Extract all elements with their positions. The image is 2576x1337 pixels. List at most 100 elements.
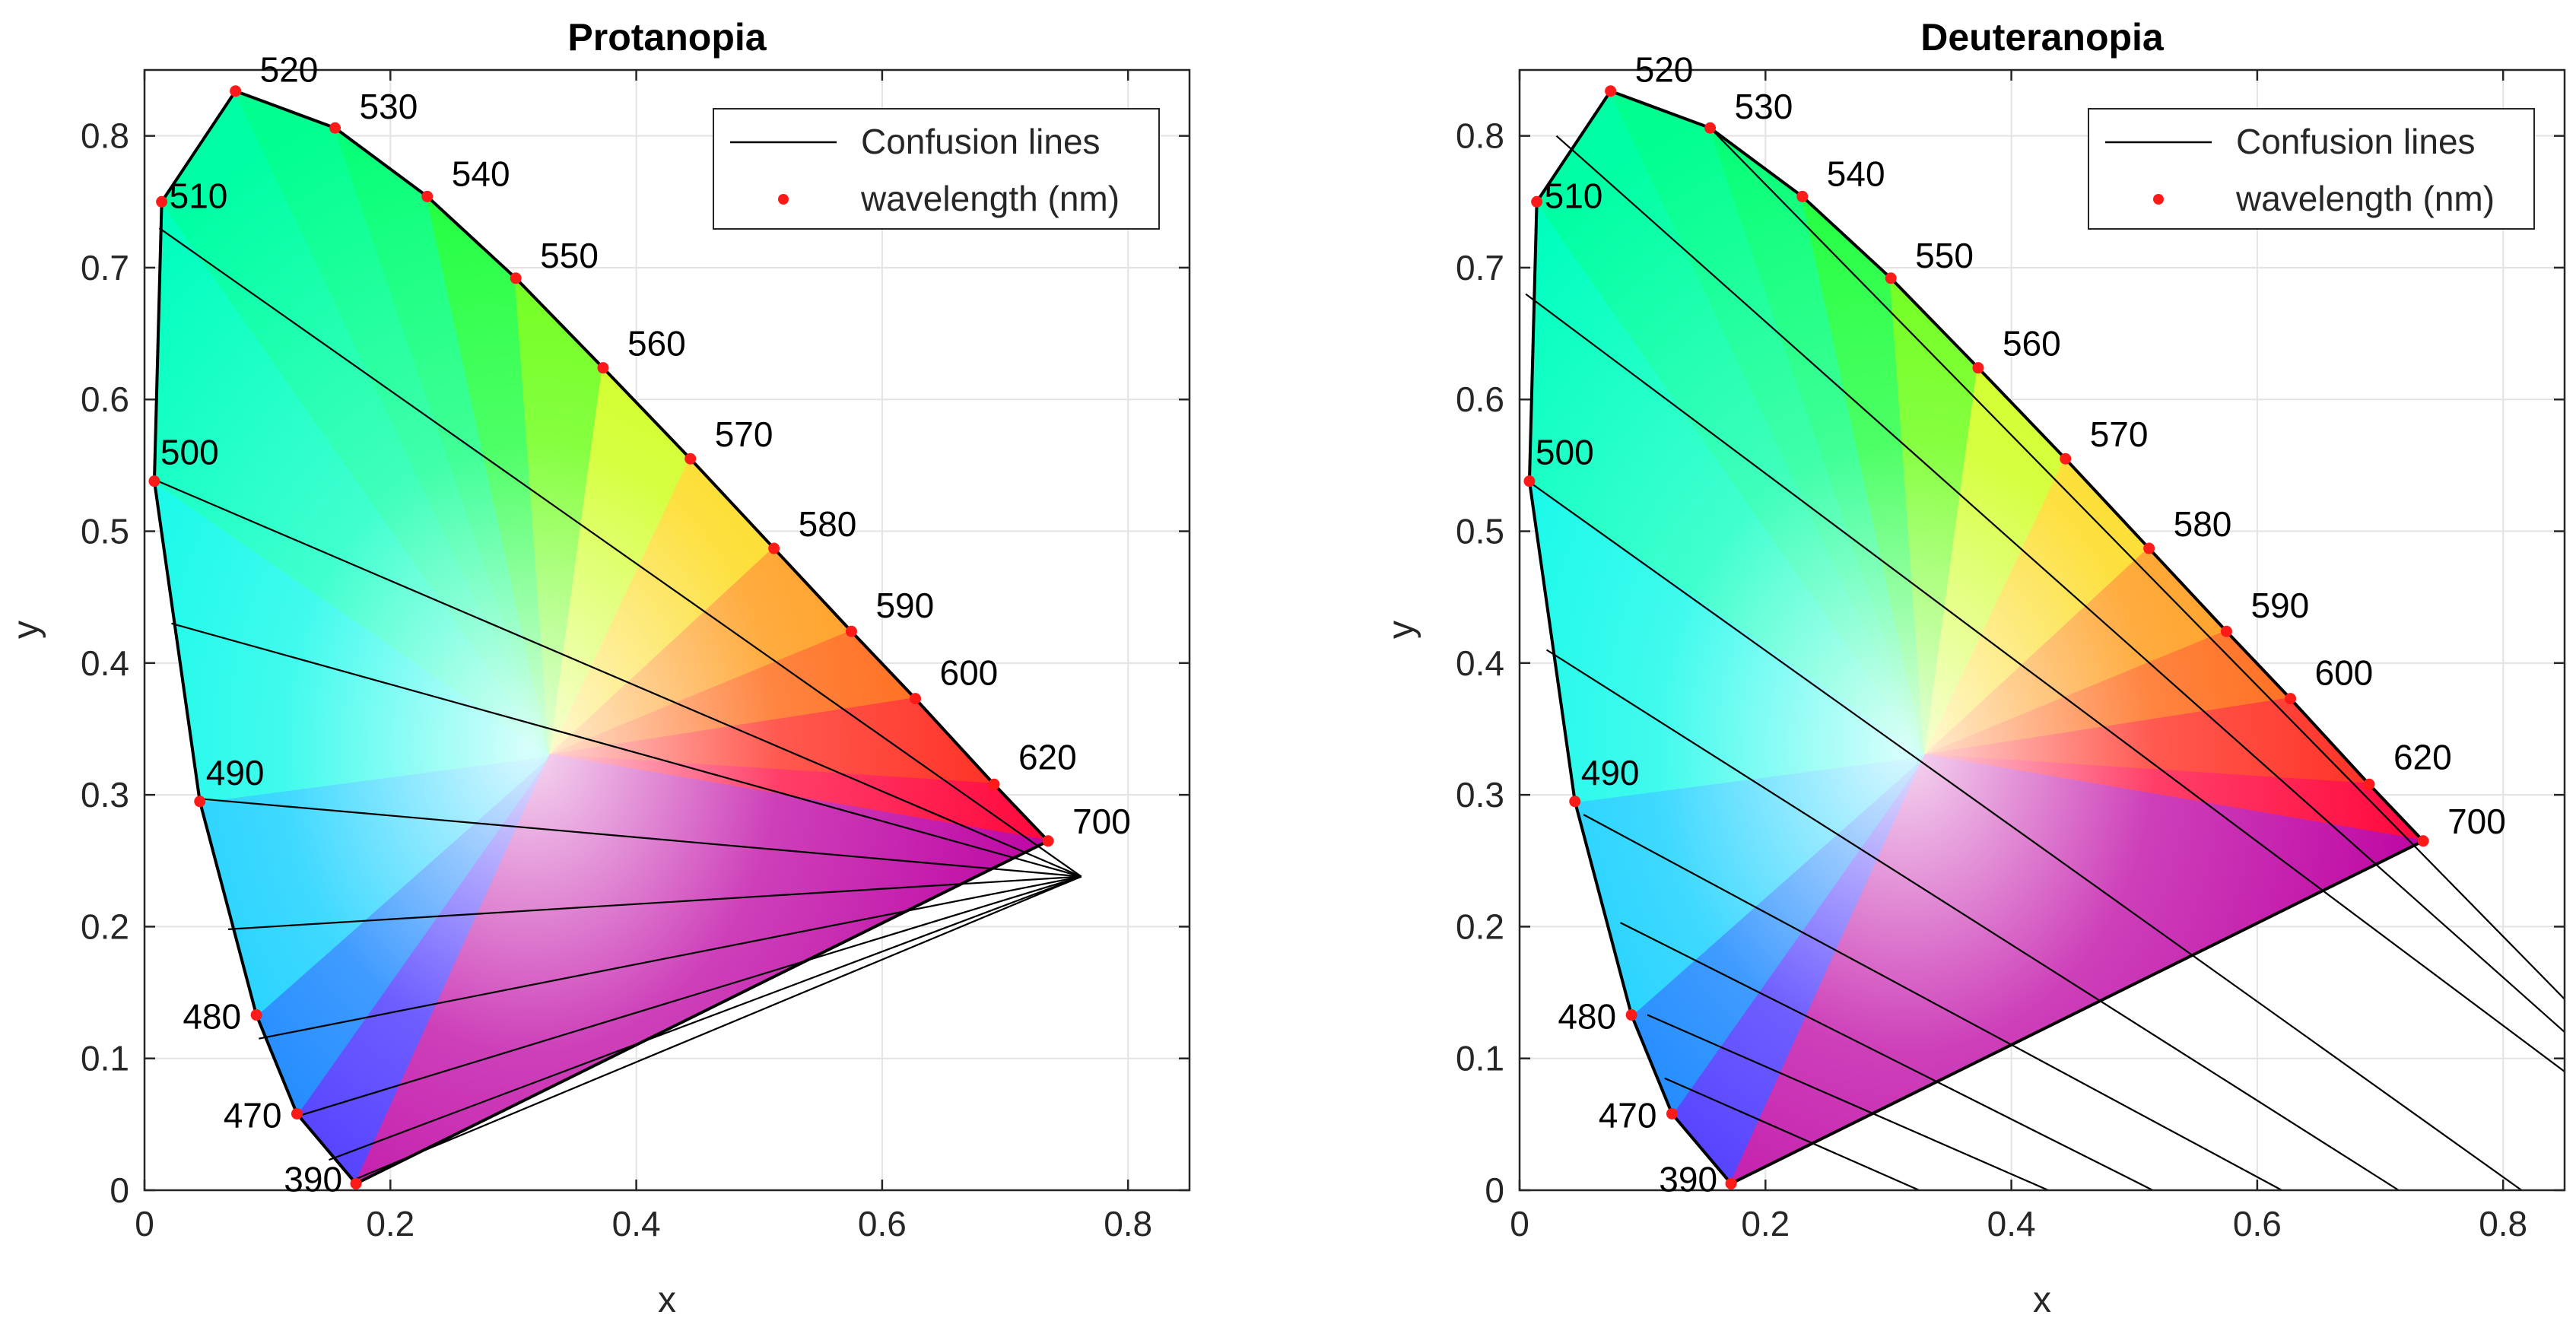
confusion-line (1545, 649, 2400, 1191)
wavelength-label: 390 (1659, 1159, 1717, 1199)
chromaticity-diagram (152, 88, 1052, 1186)
wavelength-label: 600 (940, 653, 999, 693)
wavelength-point (1605, 85, 1617, 97)
x-tick-label: 0 (1510, 1204, 1529, 1243)
wavelength-label: 530 (1735, 87, 1793, 126)
wavelength-point (1704, 122, 1717, 134)
x-axis-ticks: 0 0.2 0.4 0.6 0.8 (135, 70, 1152, 1243)
wavelength-label: 590 (2250, 586, 2309, 625)
wavelength-point (2060, 453, 2072, 465)
whitepoint-glow (1529, 91, 2424, 1184)
legend-box (713, 108, 1160, 230)
legend-label-wavelength: wavelength (nm) (2235, 179, 2495, 218)
y-tick-label: 0 (110, 1170, 129, 1210)
confusion-line (227, 875, 1082, 930)
wavelength-point (910, 693, 922, 705)
wavelength-point (1666, 1107, 1678, 1119)
confusion-line (1555, 135, 2565, 1033)
wavelength-label: 700 (1072, 802, 1131, 841)
wavelength-point (156, 195, 168, 208)
wavelength-label: 480 (183, 997, 241, 1037)
y-tick-label: 0.5 (1456, 512, 1504, 551)
wavelength-point (684, 453, 697, 465)
confusion-line (351, 875, 1082, 1182)
wavelength-point (194, 796, 206, 808)
wavelength-label: 470 (224, 1095, 282, 1135)
x-tick-label: 0 (135, 1204, 154, 1243)
confusion-line (329, 875, 1082, 1161)
plot-border (1518, 68, 2566, 1192)
y-tick-label: 0 (1485, 1170, 1504, 1210)
wavelength-point (1569, 796, 1581, 808)
y-axis-label: y (6, 621, 46, 639)
wavelength-point (2220, 625, 2232, 637)
wavelength-point (2363, 778, 2375, 790)
confusion-line (1583, 814, 2282, 1191)
confusion-line (1523, 478, 2523, 1191)
wavelength-label: 580 (799, 504, 857, 544)
wavelength-point (1042, 835, 1054, 847)
wavelength-point (1531, 195, 1543, 208)
wavelength-point (291, 1107, 303, 1119)
y-axis-label: y (1381, 621, 1421, 639)
wavelength-label: 510 (170, 176, 228, 215)
wavelength-markers (148, 85, 1054, 1189)
y-tick-label: 0.8 (81, 116, 129, 156)
wavelength-point (1523, 475, 1536, 487)
legend-marker-swatch (2153, 194, 2164, 205)
wavelength-label: 620 (2393, 737, 2452, 776)
wavelength-label: 540 (1827, 154, 1885, 193)
y-tick-label: 0.5 (81, 512, 129, 551)
wavelength-point (250, 1009, 262, 1021)
confusion-line (1620, 922, 2153, 1191)
y-tick-label: 0.6 (81, 380, 129, 419)
chart-title: Deuteranopia (1920, 16, 2165, 59)
wavelength-label: 390 (284, 1159, 342, 1199)
confusion-lines (151, 227, 1082, 1182)
confusion-line (259, 875, 1082, 1040)
wavelength-point (2285, 693, 2297, 705)
wavelength-point (1796, 190, 1809, 202)
wavelength-point (845, 625, 857, 637)
wavelength-label: 500 (1536, 433, 1594, 472)
x-axis-ticks: 0 0.2 0.4 0.6 0.8 (1510, 70, 2527, 1243)
wavelength-label: 470 (1599, 1095, 1657, 1135)
legend: Confusion lines wavelength (nm) (713, 108, 1160, 230)
y-tick-label: 0.7 (81, 248, 129, 287)
legend: Confusion lines wavelength (nm) (2088, 108, 2535, 230)
y-tick-label: 0.8 (1456, 116, 1504, 156)
wavelength-label: 520 (260, 50, 319, 90)
wavelength-point (1972, 362, 1984, 374)
wavelength-label: 510 (1545, 176, 1603, 215)
wavelength-point (421, 190, 434, 202)
wavelength-label: 600 (2315, 653, 2374, 693)
confusion-line (297, 875, 1082, 1118)
wavelength-label: 570 (2090, 414, 2149, 454)
wavelength-point (988, 778, 1000, 790)
wavelength-point (597, 362, 609, 374)
confusion-line (1647, 1014, 2049, 1192)
wavelength-point (1625, 1009, 1637, 1021)
confusion-line (1525, 293, 2565, 1072)
legend-label-confusion-lines: Confusion lines (2236, 122, 2476, 161)
confusion-line (158, 227, 1082, 878)
legend-marker-swatch (778, 194, 789, 205)
wavelength-point (768, 542, 780, 554)
deuteranopia-panel: 0 0.2 0.4 0.6 0.8 00.10.20.30.40.50.60.70.8 … (1381, 16, 2566, 1320)
y-tick-label: 0.1 (81, 1039, 129, 1078)
x-axis-label: x (2033, 1280, 2051, 1320)
wavelength-label: 550 (540, 236, 599, 275)
y-tick-label: 0.3 (1456, 775, 1504, 815)
confusion-line (1664, 1077, 1920, 1192)
legend-label-wavelength: wavelength (nm) (860, 179, 1120, 218)
wavelength-label: 500 (160, 433, 219, 472)
x-tick-label: 0.4 (612, 1204, 661, 1243)
y-axis-ticks: 0 0.1 0.2 0.3 0.4 0.5 0.6 0.7 0.8 (81, 116, 1190, 1210)
chromaticity-diagram (1527, 88, 2427, 1186)
whitepoint-glow (154, 91, 1049, 1184)
x-tick-label: 0.2 (1741, 1204, 1790, 1243)
confusion-line (199, 798, 1082, 878)
y-tick-label: 0.3 (81, 775, 129, 815)
wavelength-point (2417, 835, 2429, 847)
